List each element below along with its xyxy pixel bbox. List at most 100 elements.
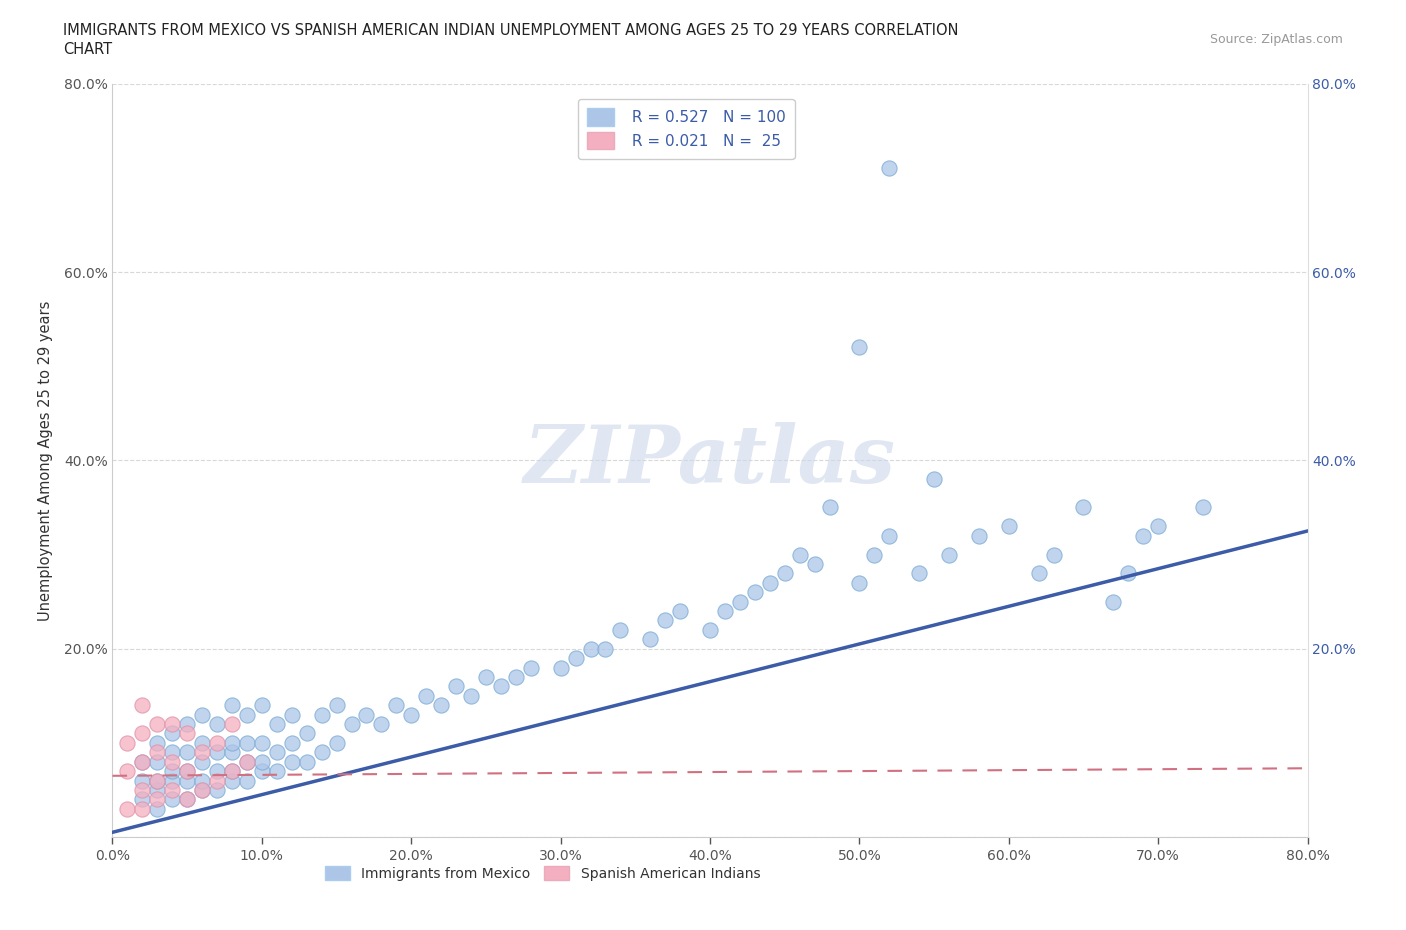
Point <box>967 528 990 543</box>
Point <box>117 802 139 817</box>
Point <box>205 764 228 778</box>
Point <box>998 519 1021 534</box>
Point <box>146 782 169 797</box>
Point <box>205 782 228 797</box>
Point <box>595 642 617 657</box>
Point <box>176 792 198 807</box>
Point <box>818 500 841 515</box>
Point <box>117 736 139 751</box>
Point <box>117 764 139 778</box>
Point <box>176 764 198 778</box>
Point <box>744 585 766 600</box>
Point <box>176 773 198 788</box>
Point <box>401 707 423 722</box>
Point <box>176 717 198 732</box>
Point <box>236 736 259 751</box>
Point <box>654 613 676 628</box>
Point <box>236 754 259 769</box>
Text: Source: ZipAtlas.com: Source: ZipAtlas.com <box>1209 33 1343 46</box>
Point <box>295 726 318 741</box>
Point <box>131 802 153 817</box>
Point <box>162 717 183 732</box>
Point <box>1192 500 1215 515</box>
Point <box>205 773 228 788</box>
Point <box>221 736 243 751</box>
Point <box>669 604 692 618</box>
Point <box>370 717 392 732</box>
Point <box>131 726 153 741</box>
Point <box>430 698 453 712</box>
Point <box>848 576 870 591</box>
Point <box>879 528 901 543</box>
Point <box>1073 500 1095 515</box>
Point <box>1147 519 1170 534</box>
Point <box>311 707 333 722</box>
Point <box>1132 528 1154 543</box>
Point <box>250 698 273 712</box>
Point <box>131 754 153 769</box>
Point <box>266 717 288 732</box>
Point <box>236 773 259 788</box>
Point <box>146 717 169 732</box>
Point <box>1042 547 1064 562</box>
Point <box>205 736 228 751</box>
Point <box>475 670 498 684</box>
Point <box>176 764 198 778</box>
Point <box>325 736 347 751</box>
Point <box>221 764 243 778</box>
Point <box>266 745 288 760</box>
Point <box>250 754 273 769</box>
Point <box>579 642 602 657</box>
Point <box>728 594 751 609</box>
Point <box>221 717 243 732</box>
Point <box>385 698 408 712</box>
Legend: Immigrants from Mexico, Spanish American Indians: Immigrants from Mexico, Spanish American… <box>319 860 766 886</box>
Point <box>356 707 378 722</box>
Point <box>221 764 243 778</box>
Text: IMMIGRANTS FROM MEXICO VS SPANISH AMERICAN INDIAN UNEMPLOYMENT AMONG AGES 25 TO : IMMIGRANTS FROM MEXICO VS SPANISH AMERIC… <box>63 23 959 38</box>
Point <box>221 745 243 760</box>
Point <box>162 792 183 807</box>
Point <box>250 736 273 751</box>
Point <box>295 754 318 769</box>
Point <box>266 764 288 778</box>
Point <box>191 707 214 722</box>
Point <box>550 660 572 675</box>
Point <box>281 736 304 751</box>
Point <box>162 726 183 741</box>
Point <box>1118 565 1140 580</box>
Point <box>221 773 243 788</box>
Point <box>281 754 304 769</box>
Point <box>162 773 183 788</box>
Point <box>250 764 273 778</box>
Point <box>191 773 214 788</box>
Point <box>162 764 183 778</box>
Point <box>938 547 960 562</box>
Point <box>908 565 931 580</box>
Point <box>311 745 333 760</box>
Point <box>146 773 169 788</box>
Point <box>131 754 153 769</box>
Point <box>922 472 945 486</box>
Y-axis label: Unemployment Among Ages 25 to 29 years: Unemployment Among Ages 25 to 29 years <box>38 300 52 620</box>
Point <box>609 622 631 637</box>
Point <box>131 782 153 797</box>
Point <box>789 547 811 562</box>
Text: ZIPatlas: ZIPatlas <box>524 421 896 499</box>
Point <box>236 707 259 722</box>
Point <box>131 773 153 788</box>
Point <box>191 754 214 769</box>
Point <box>191 782 214 797</box>
Point <box>131 792 153 807</box>
Point <box>489 679 512 694</box>
Point <box>863 547 886 562</box>
Point <box>415 688 437 703</box>
Point <box>714 604 737 618</box>
Point <box>879 161 901 176</box>
Point <box>325 698 347 712</box>
Point <box>162 754 183 769</box>
Point <box>146 773 169 788</box>
Point <box>281 707 304 722</box>
Point <box>803 556 825 571</box>
Point <box>191 736 214 751</box>
